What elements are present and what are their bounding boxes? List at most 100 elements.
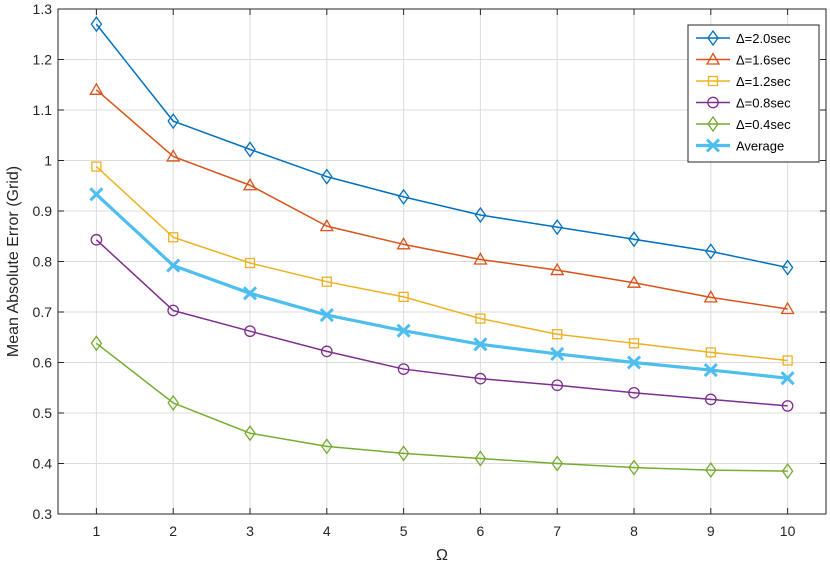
data-point-marker [244, 257, 256, 269]
series-layer [89, 16, 795, 480]
legend-marker [705, 138, 721, 153]
data-point-marker [397, 188, 410, 205]
data-point-marker [321, 276, 332, 287]
legend-label: Δ=2.0sec [736, 31, 791, 46]
legend-item: Δ=0.8sec [696, 96, 791, 111]
x-tick-label: 3 [246, 523, 254, 539]
data-point-marker [781, 259, 794, 276]
x-tick-label: 1 [93, 523, 101, 539]
data-point-marker [167, 304, 180, 317]
y-axis-title: Mean Absolute Error (Grid) [5, 166, 22, 357]
data-point-marker [244, 141, 256, 158]
data-point-marker [321, 168, 333, 185]
legend-item: Average [696, 138, 784, 154]
data-point-marker [166, 258, 181, 273]
legend-marker [707, 75, 719, 87]
data-point-marker [474, 372, 487, 385]
data-point-marker [704, 393, 717, 406]
data-point-marker [550, 262, 565, 276]
y-tick-label: 1.2 [33, 52, 53, 68]
series-line [95, 193, 788, 380]
data-point-marker [626, 355, 642, 370]
data-point-marker [781, 462, 794, 480]
y-tick-label: 0.6 [33, 355, 53, 371]
data-point-marker [705, 347, 716, 358]
data-point-marker [628, 386, 640, 399]
y-tick-label: 0.3 [33, 506, 53, 522]
y-tick-label: 0.8 [33, 254, 53, 270]
legend-item: Δ=1.2sec [696, 74, 791, 89]
x-tick-label: 6 [477, 523, 485, 539]
data-point-marker [550, 346, 565, 361]
y-tick-label: 0.9 [33, 203, 53, 219]
data-point-marker [89, 82, 104, 95]
legend-label: Δ=1.2sec [736, 74, 791, 89]
series-line [95, 342, 788, 472]
data-point-marker [397, 445, 410, 462]
x-tick-label: 10 [780, 523, 796, 539]
legend-box [687, 24, 820, 163]
data-point-marker [551, 455, 563, 472]
data-point-marker [91, 161, 102, 172]
data-point-marker [244, 325, 256, 338]
data-point-marker [705, 243, 717, 260]
data-point-marker [628, 231, 640, 248]
series-0-8sec [90, 233, 794, 412]
data-point-marker [474, 450, 487, 467]
x-tick-label: 7 [553, 523, 561, 539]
series-line [95, 239, 788, 407]
data-point-marker [242, 286, 258, 301]
series-line [95, 89, 788, 310]
data-point-marker [242, 177, 258, 191]
x-axis-title: Ω [436, 547, 448, 564]
data-point-marker [475, 313, 486, 324]
series-1-6sec [89, 82, 795, 315]
series-1-2sec [91, 161, 793, 366]
data-point-marker [781, 400, 794, 412]
x-tick-label: 5 [400, 523, 408, 539]
x-tick-label: 8 [630, 523, 638, 539]
data-point-marker [396, 237, 411, 250]
legend-item: Δ=0.4sec [696, 115, 791, 133]
y-tick-label: 0.7 [33, 304, 53, 320]
data-point-marker [319, 307, 334, 323]
data-point-marker [628, 459, 640, 476]
x-tick-label: 4 [323, 523, 331, 539]
data-point-marker [397, 363, 410, 375]
legend-marker [707, 29, 719, 47]
data-point-marker [705, 461, 717, 479]
legend-label: Average [736, 139, 784, 154]
series-line [95, 23, 788, 269]
data-point-marker [396, 323, 411, 338]
data-point-marker [551, 379, 564, 392]
data-point-marker [90, 233, 103, 246]
legend: Δ=2.0sec Δ=1.6sec Δ=1.2sec Δ=0.8sec Δ=0.4sec… [687, 24, 820, 163]
data-point-marker [168, 232, 179, 243]
y-tick-label: 1.3 [33, 1, 53, 17]
x-tick-label: 9 [707, 523, 715, 539]
data-point-marker [703, 290, 718, 303]
y-tick-label: 0.4 [33, 456, 53, 472]
series-average [89, 187, 795, 386]
data-point-marker [167, 112, 179, 130]
legend-label: Δ=0.8sec [736, 96, 791, 111]
data-point-marker [473, 337, 488, 352]
y-tick-label: 1 [44, 153, 52, 169]
x-tick-label: 2 [169, 523, 177, 539]
data-point-marker [780, 301, 795, 315]
data-point-marker [321, 438, 333, 455]
series-2-0sec [90, 16, 794, 276]
y-tick-label: 1.1 [33, 102, 53, 118]
data-point-marker [780, 371, 795, 386]
data-point-marker [89, 187, 104, 202]
data-point-marker [552, 329, 563, 340]
series-0-4sec [90, 335, 794, 480]
data-point-marker [166, 149, 181, 162]
data-point-marker [319, 218, 334, 232]
data-point-marker [703, 363, 718, 378]
axis-ticks: 1 2 3 4 5 6 7 8 9 10 0.3 0.4 0.5 0.6 0.7 0.8 0.9 1 1.1 1.2 1… [33, 1, 826, 539]
legend-marker [705, 52, 721, 65]
legend-item: Δ=2.0sec [696, 29, 791, 47]
data-point-marker [628, 338, 640, 349]
